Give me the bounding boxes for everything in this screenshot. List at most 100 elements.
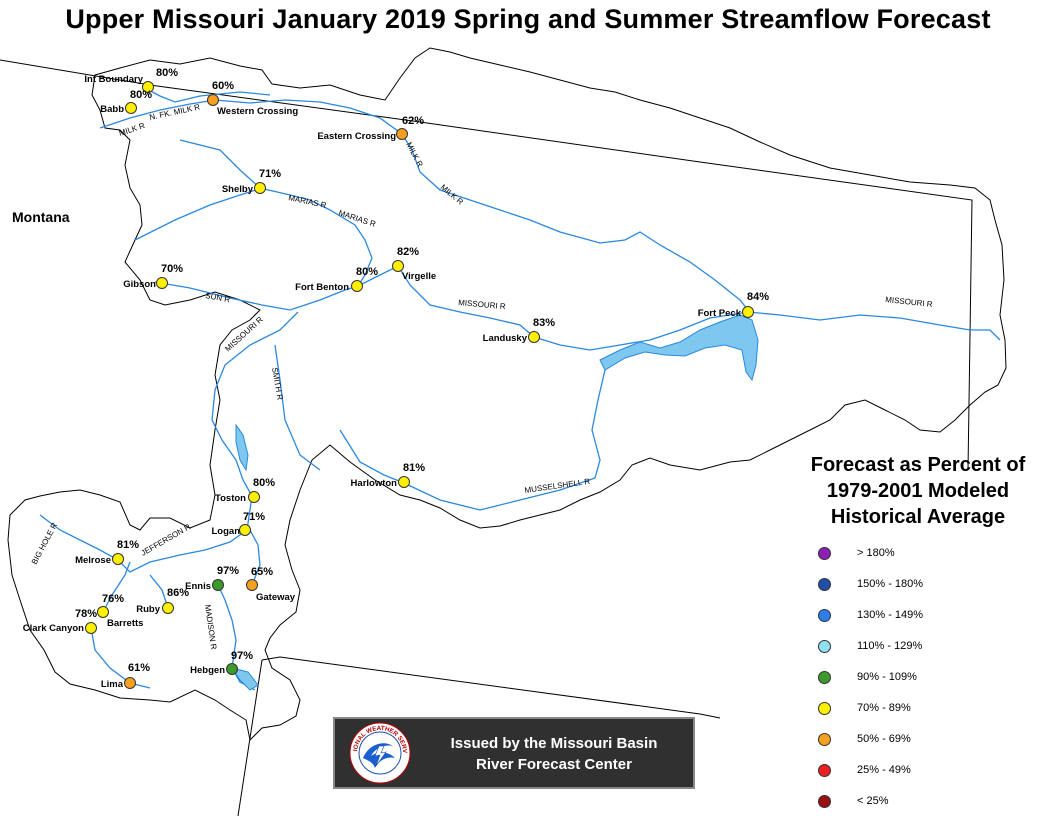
hebgen-reservoir (230, 667, 259, 691)
river-label-milk-r: MILK R (118, 121, 146, 138)
legend-label: 50% - 69% (857, 733, 911, 745)
site-eastern-crossing: Eastern Crossing 62% (317, 115, 424, 142)
site-percent: 78% (75, 608, 97, 620)
river-label-missouri-r-3: MISSOURI R (223, 315, 265, 354)
site-name: Int Boundary (84, 74, 143, 85)
site-name: Lima (101, 679, 124, 690)
river-label-sun-r: SUN R (205, 291, 231, 304)
legend-item: 50% - 69% (818, 731, 911, 747)
site-gibson: Gibson 70% (123, 263, 183, 290)
site-name: Logan (212, 526, 241, 537)
site-percent: 81% (403, 462, 425, 474)
site-name: Virgelle (402, 271, 436, 282)
site-marker (248, 491, 260, 503)
site-marker (226, 663, 238, 675)
legend-swatch (818, 763, 831, 777)
nws-logo: NATIONAL WEATHER SERVICE (349, 722, 411, 784)
site-babb: Babb 80% (100, 89, 152, 115)
river-label-musselshell-r: MUSSELSHELL R (524, 477, 591, 495)
site-western-crossing: Western Crossing 60% (207, 80, 298, 117)
site-marker (396, 128, 408, 140)
site-landusky: Landusky 83% (483, 317, 556, 344)
site-name: Gibson (123, 279, 156, 290)
site-percent: 61% (128, 662, 150, 674)
site-marker (392, 260, 404, 272)
site-percent: 71% (259, 168, 281, 180)
site-name: Fort Benton (295, 282, 349, 293)
legend-title-line-2: 1979-2001 Modeled (826, 480, 1010, 502)
site-ennis: Ennis 97% (185, 565, 239, 592)
map-title: Upper Missouri January 2019 Spring and S… (65, 4, 991, 34)
legend-title-line-1: Forecast as Percent of (810, 454, 1026, 476)
site-percent: 70% (161, 263, 183, 275)
basin-outline (7, 47, 1007, 742)
legend-label: 90% - 109% (857, 671, 917, 683)
site-hebgen: Hebgen 97% (190, 650, 253, 676)
site-name: Ennis (185, 581, 211, 592)
site-percent: 71% (243, 511, 265, 523)
site-marker (112, 553, 124, 565)
site-fort-benton: Fort Benton 80% (295, 266, 378, 293)
site-percent: 62% (402, 115, 424, 127)
site-name: Babb (100, 104, 124, 115)
reservoirs (230, 314, 759, 691)
site-name: Toston (215, 493, 246, 504)
river-label-smith-r: SMITH R (270, 367, 285, 401)
site-marker (85, 622, 97, 634)
site-name: Fort Peck (698, 308, 742, 319)
site-marker (142, 81, 154, 93)
legend-label: 110% - 129% (857, 640, 923, 652)
site-name: Clark Canyon (23, 623, 84, 634)
site-marker (207, 94, 219, 106)
site-name: Gateway (256, 592, 296, 603)
site-percent: 97% (217, 565, 239, 577)
site-name: Landusky (483, 333, 528, 344)
site-percent: 65% (251, 566, 273, 578)
site-percent: 97% (231, 650, 253, 662)
legend-item: < 25% (818, 793, 889, 809)
river-label-big-hole-r: BIG HOLE R (30, 521, 60, 566)
site-gateway: Gateway 65% (246, 566, 296, 603)
legend-item: 70% - 89% (818, 700, 911, 716)
river-label-missouri-r-2: MISSOURI R (885, 295, 933, 309)
site-name: Western Crossing (217, 106, 298, 117)
site-virgelle: Virgelle 82% (392, 246, 436, 282)
legend-item: 90% - 109% (818, 669, 917, 685)
site-name: Shelby (222, 184, 254, 195)
legend-label: 25% - 49% (857, 764, 911, 776)
river-label-milk-r-3: MILK R (439, 183, 465, 207)
site-int-boundary: Int Boundary 80% (84, 67, 178, 93)
site-clark-canyon: Clark Canyon 78% (23, 608, 97, 634)
river-labels: MILK R N. FK. MILK R MILK R MILK R MARIA… (30, 102, 933, 650)
legend-label: > 180% (857, 547, 895, 559)
state-label-montana: Montana (12, 209, 70, 225)
legend-swatch (818, 546, 831, 560)
banner-text: Issued by the Missouri Basin River Forec… (419, 733, 689, 775)
forecast-sites: Int Boundary 80% Babb 80% Western Crossing 60… (23, 67, 769, 690)
site-percent: 82% (397, 246, 419, 258)
site-marker (246, 579, 258, 591)
site-marker (239, 524, 251, 536)
legend-label: < 25% (857, 795, 889, 807)
site-shelby: Shelby 71% (222, 168, 281, 195)
river-label-marias-r-2: MARIAS R (337, 208, 377, 229)
banner-line-2: River Forecast Center (476, 756, 632, 773)
site-melrose: Melrose 81% (75, 539, 139, 566)
river-label-jefferson-r: JEFFERSON R (140, 522, 193, 558)
legend-swatch (818, 577, 831, 591)
site-marker (212, 579, 224, 591)
site-marker (156, 277, 168, 289)
legend-item: 150% - 180% (818, 576, 923, 592)
river-label-milk-r-2: MILK R (404, 141, 425, 169)
site-barretts: Barretts 76% (97, 593, 143, 629)
site-percent: 80% (356, 266, 378, 278)
legend-label: 130% - 149% (857, 609, 924, 621)
fort-peck-reservoir (599, 314, 759, 382)
site-marker (398, 476, 410, 488)
site-name: Melrose (75, 555, 111, 566)
site-name: Ruby (136, 604, 160, 615)
legend-swatch (818, 794, 831, 808)
site-percent: 80% (156, 67, 178, 79)
